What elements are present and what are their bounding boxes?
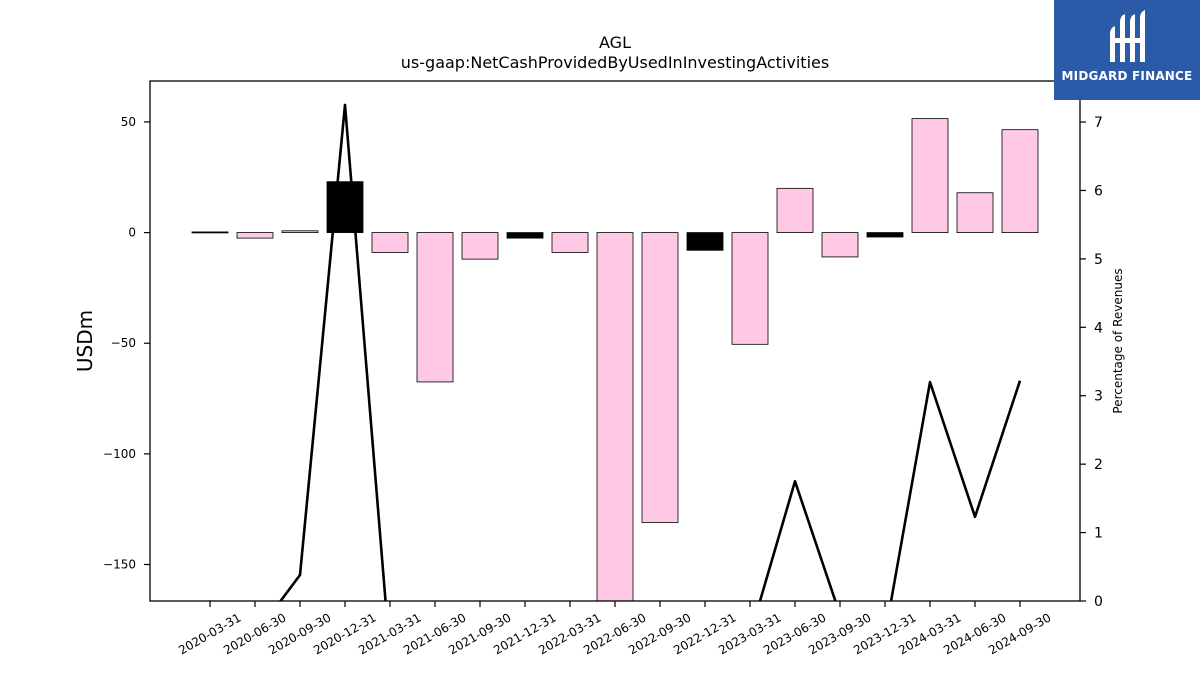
chart-subtitle: us-gaap:NetCashProvidedByUsedInInvesting… <box>401 53 829 72</box>
y2-tick-label: 0 <box>1094 594 1103 610</box>
y-tick-label: 50 <box>121 115 136 129</box>
y-tick-label: −150 <box>103 557 136 571</box>
bar-2023-12-31 <box>866 232 904 238</box>
bar-2023-09-30 <box>821 232 859 258</box>
y2-axis: 0 1 2 3 4 5 6 7 <box>1080 115 1103 610</box>
y2-tick-label: 5 <box>1094 252 1103 268</box>
chart-title: AGL <box>599 33 631 52</box>
bar-2021-06-30 <box>416 232 454 383</box>
bar-2022-06-30 <box>596 232 634 602</box>
bar-2024-03-31 <box>911 118 949 233</box>
y2-tick-label: 4 <box>1094 320 1103 336</box>
y2-tick-label: 3 <box>1094 389 1103 405</box>
y2-tick-label: 2 <box>1094 457 1103 473</box>
y-tick-label: −100 <box>103 447 136 461</box>
y2-tick-label: 1 <box>1094 526 1103 542</box>
bar-2020-09-30 <box>281 230 319 233</box>
logo-mark-icon <box>1110 10 1145 62</box>
bar-series <box>191 118 1039 602</box>
midgard-finance-logo: MIDGARD FINANCE <box>1054 0 1200 100</box>
y-tick-label: 0 <box>128 226 136 240</box>
percentage-line <box>210 103 1022 601</box>
bar-2020-03-31 <box>191 231 229 234</box>
y-axis: 50 0 −50 −100 −150 <box>103 115 150 571</box>
y-axis-label: USDm <box>73 310 97 372</box>
bar-2023-06-30 <box>776 187 814 233</box>
y-tick-label: −50 <box>111 336 136 350</box>
bar-2021-09-30 <box>461 232 499 260</box>
bar-2023-03-31 <box>731 232 769 345</box>
logo-text: MIDGARD FINANCE <box>1061 69 1193 83</box>
y2-axis-label: Percentage of Revenues <box>1111 268 1125 413</box>
y2-tick-label: 7 <box>1094 115 1103 131</box>
bar-2024-06-30 <box>956 192 994 233</box>
line-series <box>210 103 1022 601</box>
x-axis: 2020-03-312020-06-302020-09-302020-12-31… <box>176 601 1054 657</box>
bar-2021-03-31 <box>371 232 409 253</box>
bar-2022-09-30 <box>641 232 679 523</box>
bar-2024-09-30 <box>1001 129 1039 233</box>
bar-2020-06-30 <box>236 232 274 239</box>
bar-2022-12-31 <box>686 232 724 251</box>
bar-2022-03-31 <box>551 232 589 253</box>
bar-2021-12-31 <box>506 232 544 239</box>
y2-tick-label: 6 <box>1094 183 1103 199</box>
